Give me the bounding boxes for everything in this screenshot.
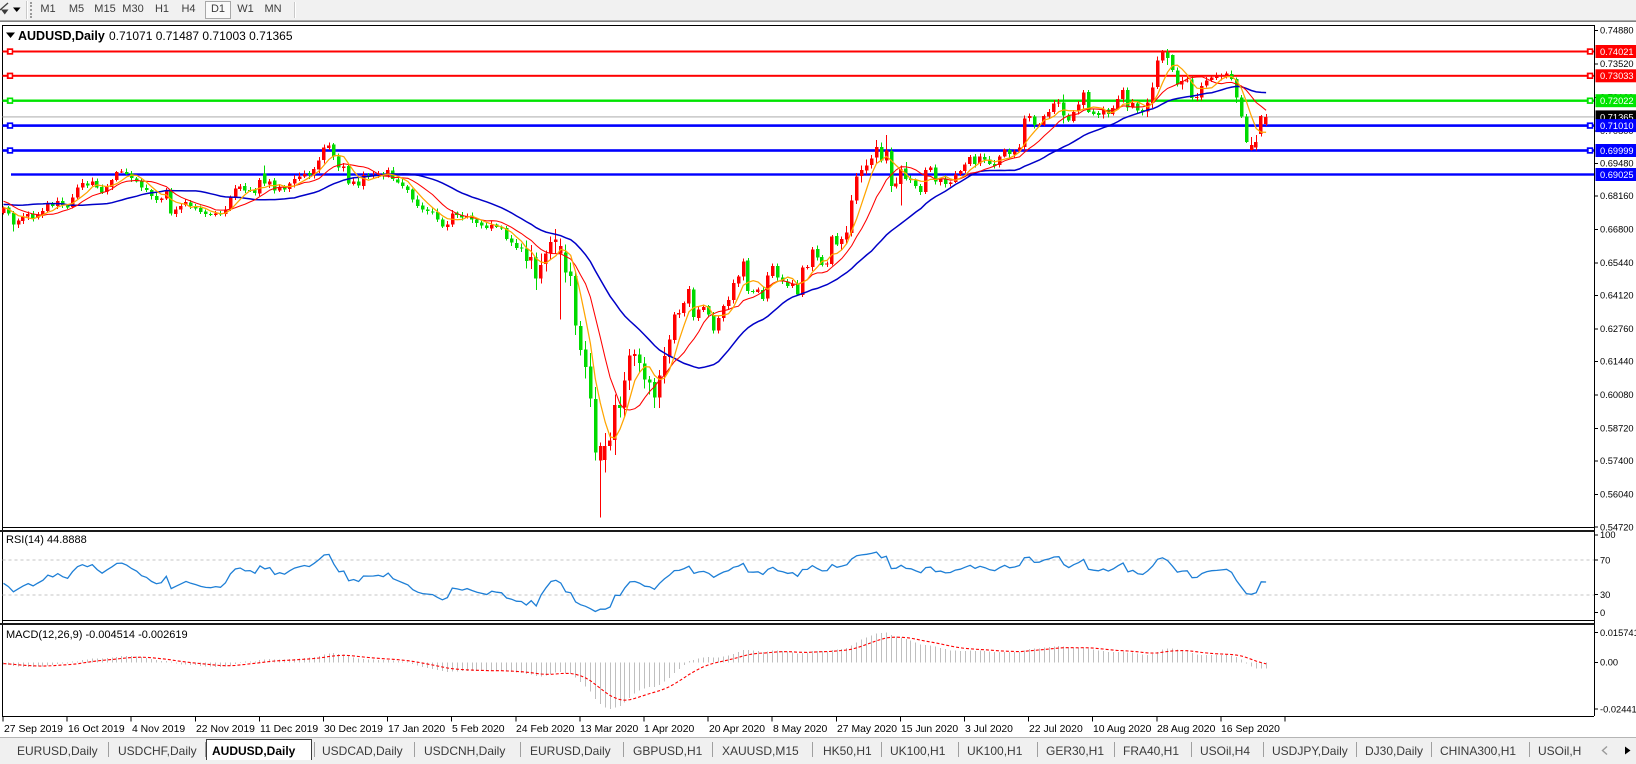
svg-text:0.72022: 0.72022 <box>1600 96 1634 106</box>
svg-text:0.66800: 0.66800 <box>1600 225 1634 235</box>
svg-text:100: 100 <box>1600 530 1616 540</box>
svg-text:0.58720: 0.58720 <box>1600 424 1634 434</box>
svg-text:3 Jul 2020: 3 Jul 2020 <box>965 724 1013 735</box>
svg-text:0.56040: 0.56040 <box>1600 490 1634 500</box>
svg-text:16 Oct 2019: 16 Oct 2019 <box>68 724 125 735</box>
svg-text:0.73520: 0.73520 <box>1600 59 1634 69</box>
svg-text:0.73033: 0.73033 <box>1600 71 1634 81</box>
svg-text:13 Mar 2020: 13 Mar 2020 <box>580 724 639 735</box>
svg-text:15 Jun 2020: 15 Jun 2020 <box>901 724 958 735</box>
svg-text:8 May 2020: 8 May 2020 <box>773 724 828 735</box>
svg-text:27 Sep 2019: 27 Sep 2019 <box>4 724 63 735</box>
svg-text:0.57400: 0.57400 <box>1600 456 1634 466</box>
svg-text:0.74021: 0.74021 <box>1600 47 1634 57</box>
svg-text:1 Apr 2020: 1 Apr 2020 <box>644 724 694 735</box>
svg-text:30 Dec 2019: 30 Dec 2019 <box>324 724 383 735</box>
svg-text:30: 30 <box>1600 590 1610 600</box>
svg-text:22 Jul 2020: 22 Jul 2020 <box>1029 724 1083 735</box>
svg-text:0.015741: 0.015741 <box>1600 628 1636 638</box>
svg-text:0.00: 0.00 <box>1600 658 1618 668</box>
svg-text:0: 0 <box>1600 608 1605 618</box>
svg-text:0.54720: 0.54720 <box>1600 522 1634 532</box>
svg-text:0.64120: 0.64120 <box>1600 291 1634 301</box>
svg-text:4 Nov 2019: 4 Nov 2019 <box>132 724 185 735</box>
svg-text:-0.024412: -0.024412 <box>1600 705 1636 715</box>
svg-text:22 Nov 2019: 22 Nov 2019 <box>196 724 255 735</box>
svg-text:AUDUSD,Daily: AUDUSD,Daily <box>18 29 105 43</box>
svg-text:0.74880: 0.74880 <box>1600 26 1634 36</box>
svg-text:70: 70 <box>1600 556 1610 566</box>
svg-text:0.61440: 0.61440 <box>1600 357 1634 367</box>
svg-text:17 Jan 2020: 17 Jan 2020 <box>388 724 445 735</box>
svg-text:0.60080: 0.60080 <box>1600 390 1634 400</box>
svg-text:MACD(12,26,9) -0.004514 -0.002: MACD(12,26,9) -0.004514 -0.002619 <box>6 629 188 641</box>
svg-text:0.68160: 0.68160 <box>1600 191 1634 201</box>
svg-text:0.69025: 0.69025 <box>1600 170 1634 180</box>
svg-text:0.71365: 0.71365 <box>1600 112 1634 122</box>
svg-text:0.65440: 0.65440 <box>1600 258 1634 268</box>
svg-text:0.71010: 0.71010 <box>1600 121 1634 131</box>
svg-text:0.69480: 0.69480 <box>1600 159 1634 169</box>
svg-text:0.71071 0.71487 0.71003 0.7136: 0.71071 0.71487 0.71003 0.71365 <box>109 29 293 43</box>
svg-text:RSI(14) 44.8888: RSI(14) 44.8888 <box>6 534 87 546</box>
svg-text:24 Feb 2020: 24 Feb 2020 <box>516 724 575 735</box>
svg-text:16 Sep 2020: 16 Sep 2020 <box>1221 724 1280 735</box>
svg-text:5 Feb 2020: 5 Feb 2020 <box>452 724 505 735</box>
svg-text:10 Aug 2020: 10 Aug 2020 <box>1093 724 1152 735</box>
svg-text:28 Aug 2020: 28 Aug 2020 <box>1157 724 1216 735</box>
svg-text:20 Apr 2020: 20 Apr 2020 <box>709 724 765 735</box>
svg-text:0.69999: 0.69999 <box>1600 146 1634 156</box>
svg-text:11 Dec 2019: 11 Dec 2019 <box>260 724 318 735</box>
svg-text:27 May 2020: 27 May 2020 <box>837 724 897 735</box>
svg-text:0.62760: 0.62760 <box>1600 324 1634 334</box>
